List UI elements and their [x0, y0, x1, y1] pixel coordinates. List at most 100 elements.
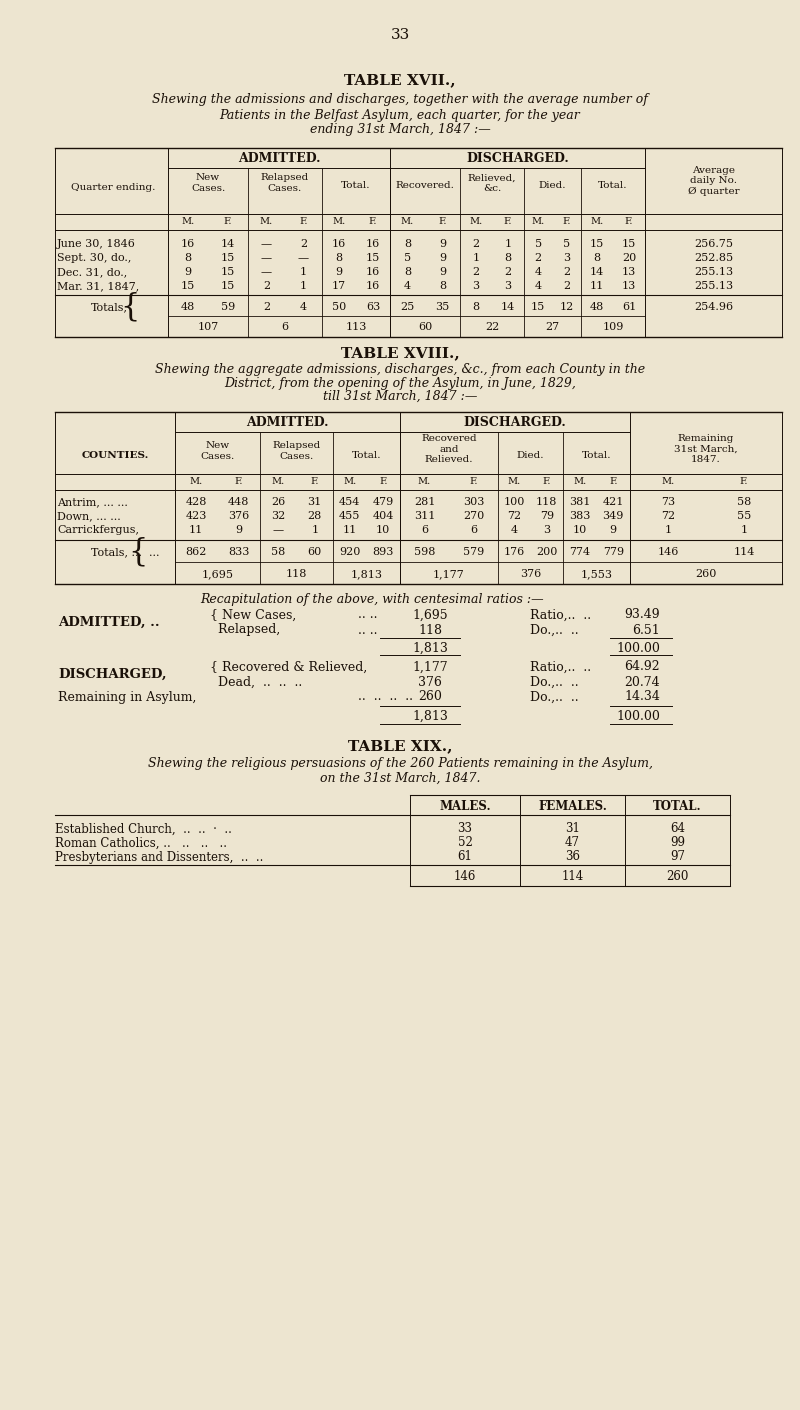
Text: 6.51: 6.51: [632, 623, 660, 636]
Text: 260: 260: [666, 870, 689, 884]
Text: ADMITTED.: ADMITTED.: [238, 151, 320, 165]
Text: M.: M.: [190, 477, 203, 485]
Text: Quarter ending.: Quarter ending.: [71, 183, 155, 193]
Text: 79: 79: [540, 510, 554, 522]
Text: Ratio,..  ..: Ratio,.. ..: [530, 660, 591, 674]
Text: 14: 14: [501, 302, 515, 312]
Text: 1,695: 1,695: [412, 609, 448, 622]
Text: Do.,..  ..: Do.,.. ..: [530, 623, 578, 636]
Text: 598: 598: [414, 547, 435, 557]
Text: 1,177: 1,177: [412, 660, 448, 674]
Text: 27: 27: [546, 321, 559, 331]
Text: Established Church,  ..  ..  ·  ..: Established Church, .. .. · ..: [55, 822, 232, 836]
Text: 100.00: 100.00: [616, 642, 660, 654]
Text: 1: 1: [665, 525, 671, 534]
Text: COUNTIES.: COUNTIES.: [82, 451, 149, 461]
Text: 862: 862: [186, 547, 207, 557]
Text: 118: 118: [286, 570, 307, 580]
Text: 311: 311: [414, 510, 435, 522]
Text: 2: 2: [563, 266, 570, 276]
Text: M.: M.: [573, 477, 586, 485]
Text: 423: 423: [186, 510, 207, 522]
Text: —: —: [261, 266, 272, 276]
Text: 455: 455: [339, 510, 361, 522]
Text: {: {: [128, 536, 148, 567]
Text: 1,695: 1,695: [202, 570, 234, 580]
Text: 48: 48: [181, 302, 195, 312]
Text: Presbyterians and Dissenters,  ..  ..: Presbyterians and Dissenters, .. ..: [55, 850, 263, 863]
Text: F.: F.: [379, 477, 387, 485]
Text: Antrim, ... ...: Antrim, ... ...: [57, 496, 128, 508]
Text: Total.: Total.: [342, 182, 370, 190]
Text: F.: F.: [470, 477, 478, 485]
Text: Shewing the religious persuasions of the 260 Patients remaining in the Asylum,: Shewing the religious persuasions of the…: [147, 757, 653, 770]
Text: TABLE XIX.,: TABLE XIX.,: [348, 739, 452, 753]
Text: F.: F.: [562, 217, 571, 227]
Text: 255.13: 255.13: [694, 266, 734, 276]
Text: 8: 8: [505, 252, 511, 264]
Text: 63: 63: [366, 302, 380, 312]
Text: M.: M.: [401, 217, 414, 227]
Text: 2: 2: [300, 240, 307, 250]
Text: 100.00: 100.00: [616, 709, 660, 722]
Text: 64.92: 64.92: [624, 660, 660, 674]
Text: M.: M.: [272, 477, 285, 485]
Text: 376: 376: [418, 675, 442, 688]
Text: ADMITTED, ..: ADMITTED, ..: [58, 616, 160, 629]
Text: 60: 60: [418, 321, 432, 331]
Text: 1: 1: [300, 281, 307, 290]
Text: 32: 32: [271, 510, 286, 522]
Text: 376: 376: [228, 510, 250, 522]
Text: Do.,..  ..: Do.,.. ..: [530, 691, 578, 704]
Text: 22: 22: [485, 321, 499, 331]
Text: 448: 448: [228, 496, 250, 508]
Text: 36: 36: [565, 850, 580, 863]
Text: DISCHARGED.: DISCHARGED.: [464, 416, 566, 429]
Text: 17: 17: [332, 281, 346, 290]
Text: 1: 1: [473, 252, 479, 264]
Text: 8: 8: [473, 302, 479, 312]
Text: F.: F.: [740, 477, 748, 485]
Text: 260: 260: [695, 570, 717, 580]
Text: Total.: Total.: [352, 451, 382, 461]
Text: 48: 48: [590, 302, 604, 312]
Text: 114: 114: [734, 547, 754, 557]
Text: F.: F.: [625, 217, 634, 227]
Text: 428: 428: [186, 496, 207, 508]
Text: M.: M.: [182, 217, 194, 227]
Text: 10: 10: [573, 525, 587, 534]
Text: 252.85: 252.85: [694, 252, 734, 264]
Text: June 30, 1846: June 30, 1846: [57, 240, 136, 250]
Text: { New Cases,: { New Cases,: [210, 609, 296, 622]
Text: M.: M.: [260, 217, 273, 227]
Text: { Recovered & Relieved,: { Recovered & Relieved,: [210, 660, 367, 674]
Text: 15: 15: [221, 252, 235, 264]
Text: 15: 15: [531, 302, 546, 312]
Text: 20: 20: [622, 252, 636, 264]
Text: 11: 11: [342, 525, 357, 534]
Text: 1: 1: [311, 525, 318, 534]
Text: Total.: Total.: [598, 182, 628, 190]
Text: 421: 421: [602, 496, 624, 508]
Text: Do.,..  ..: Do.,.. ..: [530, 675, 578, 688]
Text: 9: 9: [439, 252, 446, 264]
Text: 61: 61: [622, 302, 636, 312]
Text: 479: 479: [373, 496, 394, 508]
Text: FEMALES.: FEMALES.: [538, 799, 607, 812]
Text: Relieved,
&c.: Relieved, &c.: [468, 173, 516, 193]
Text: Recapitulation of the above, with centesimal ratios :—: Recapitulation of the above, with centes…: [200, 594, 544, 606]
Text: Ratio,..  ..: Ratio,.. ..: [530, 609, 591, 622]
Text: M.: M.: [418, 477, 431, 485]
Text: 15: 15: [366, 252, 380, 264]
Text: 1: 1: [741, 525, 747, 534]
Text: 6: 6: [282, 321, 289, 331]
Text: 73: 73: [661, 496, 675, 508]
Text: 8: 8: [404, 266, 411, 276]
Text: —: —: [298, 252, 309, 264]
Text: 8: 8: [594, 252, 601, 264]
Text: Relapsed
Cases.: Relapsed Cases.: [261, 173, 309, 193]
Text: 15: 15: [590, 240, 604, 250]
Text: 118: 118: [536, 496, 558, 508]
Text: 5: 5: [404, 252, 411, 264]
Text: 176: 176: [504, 547, 525, 557]
